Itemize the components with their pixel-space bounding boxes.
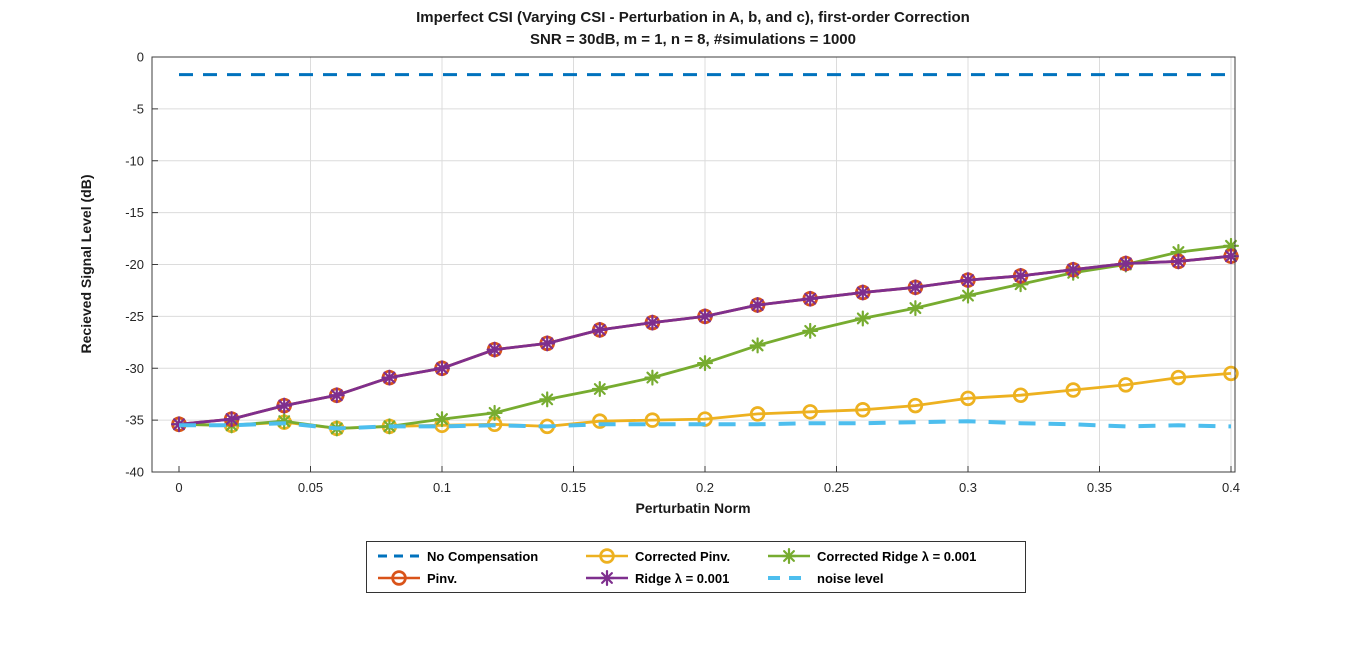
- circle-marker: [1012, 387, 1029, 403]
- y-tick-label: -10: [125, 153, 144, 168]
- circle-marker: [802, 404, 818, 420]
- circle-marker: [592, 413, 608, 429]
- x-tick-label: 0.2: [696, 480, 714, 495]
- legend-sample-ridge-0-001: [586, 569, 628, 586]
- y-tick-label: -25: [125, 309, 144, 324]
- asterisk-marker: [330, 389, 343, 402]
- chart-subtitle: SNR = 30dB, m = 1, n = 8, #simulations =…: [530, 31, 856, 48]
- asterisk-marker: [804, 292, 817, 305]
- chart-title: Imperfect CSI (Varying CSI - Perturbatio…: [416, 9, 970, 26]
- circle-marker: [391, 570, 407, 586]
- asterisk-marker: [225, 413, 238, 426]
- legend: No Compensation Corrected Pinv. Corrected …: [366, 541, 1026, 593]
- circle-marker: [1118, 377, 1134, 393]
- asterisk-marker: [1067, 263, 1080, 276]
- legend-item-corrected-ridge-0-001: Corrected Ridge λ = 0.001: [766, 547, 1016, 565]
- gridlines: [152, 57, 1235, 472]
- y-axis-label: Recieved Signal Level (dB): [78, 175, 94, 354]
- legend-sample-no-compensation: [378, 554, 420, 558]
- asterisk-marker: [909, 281, 922, 294]
- asterisk-marker: [1014, 269, 1027, 282]
- series-noise-level: [179, 419, 1232, 431]
- legend-item-pinv: Pinv.: [376, 569, 584, 587]
- asterisk-marker: [488, 406, 501, 419]
- asterisk-marker: [804, 324, 817, 337]
- legend-sample-corrected-pinv: [586, 548, 628, 564]
- x-tick-label: 0.25: [824, 480, 849, 495]
- y-tick-label: 0: [137, 50, 144, 65]
- legend-label: Corrected Ridge λ = 0.001: [817, 548, 977, 564]
- legend-item-noise-level: noise level: [766, 569, 1016, 587]
- asterisk-marker: [601, 572, 613, 584]
- asterisk-marker: [541, 393, 554, 406]
- legend-sample-pinv: [378, 570, 420, 586]
- y-tick-label: -30: [125, 361, 144, 376]
- legend-label: Ridge λ = 0.001: [635, 570, 730, 586]
- axes: [151, 56, 1236, 473]
- legend-label: Pinv.: [427, 570, 458, 586]
- asterisk-marker: [278, 399, 291, 412]
- circle-marker: [855, 402, 871, 418]
- asterisk-marker: [436, 362, 448, 375]
- circle-marker: [599, 548, 615, 564]
- series-line: [179, 419, 1232, 431]
- y-tick-label: -5: [132, 101, 144, 116]
- circle-marker: [1065, 382, 1081, 398]
- series-ridge-0-001: [171, 248, 1240, 433]
- x-tick-label: 0.15: [561, 480, 586, 495]
- asterisk-marker: [1119, 257, 1132, 270]
- asterisk-marker: [1225, 250, 1237, 263]
- legend-sample-noise-level: [768, 576, 810, 580]
- x-tick-label: 0.35: [1087, 480, 1112, 495]
- asterisk-marker: [856, 286, 869, 299]
- asterisk-marker: [646, 371, 659, 384]
- circle-marker: [907, 397, 924, 414]
- legend-item-corrected-pinv: Corrected Pinv.: [584, 547, 766, 565]
- asterisk-marker: [593, 323, 606, 336]
- circle-marker: [1223, 365, 1239, 382]
- circle-marker: [960, 390, 976, 407]
- asterisk-marker: [751, 339, 764, 352]
- asterisk-marker: [488, 343, 501, 356]
- circle-marker: [644, 412, 661, 428]
- x-tick-label: 0.4: [1222, 480, 1240, 495]
- asterisk-marker: [962, 289, 974, 302]
- y-tick-label: -20: [125, 257, 144, 272]
- x-tick-label: 0: [175, 480, 182, 495]
- asterisk-marker: [856, 312, 869, 325]
- circle-marker: [1170, 369, 1187, 386]
- asterisk-marker: [383, 371, 396, 384]
- legend-item-no-compensation: No Compensation: [376, 547, 584, 565]
- asterisk-marker: [541, 337, 554, 350]
- tick-labels: 0 0.05 0.1 0.15 0.2 0.25 0.3 0.35 0.4 0 -5 -10 -15 -2…: [125, 50, 1240, 496]
- legend-label: Corrected Pinv.: [635, 548, 731, 564]
- x-tick-label: 0.3: [959, 480, 977, 495]
- x-tick-label: 0.1: [433, 480, 451, 495]
- legend-label: No Compensation: [427, 548, 539, 564]
- asterisk-marker: [783, 550, 795, 562]
- y-tick-label: -40: [125, 465, 144, 480]
- asterisk-marker: [646, 316, 659, 329]
- circle-marker: [749, 406, 766, 422]
- asterisk-marker: [909, 302, 922, 315]
- asterisk-marker: [1225, 239, 1237, 252]
- asterisk-marker: [593, 383, 606, 395]
- plot-series: [171, 73, 1240, 437]
- asterisk-marker: [751, 298, 764, 311]
- legend-sample-corrected-ridge-0-001: [768, 547, 810, 564]
- asterisk-marker: [1172, 255, 1185, 268]
- y-tick-label: -35: [125, 413, 144, 428]
- x-tick-label: 0.05: [298, 480, 323, 495]
- asterisk-marker: [962, 274, 974, 287]
- asterisk-marker: [699, 357, 711, 370]
- legend-item-ridge-0-001: Ridge λ = 0.001: [584, 569, 766, 587]
- x-axis-label: Perturbatin Norm: [635, 500, 750, 516]
- y-tick-label: -15: [125, 205, 144, 220]
- asterisk-marker: [699, 310, 711, 323]
- asterisk-marker: [436, 413, 448, 426]
- legend-label: noise level: [817, 570, 884, 586]
